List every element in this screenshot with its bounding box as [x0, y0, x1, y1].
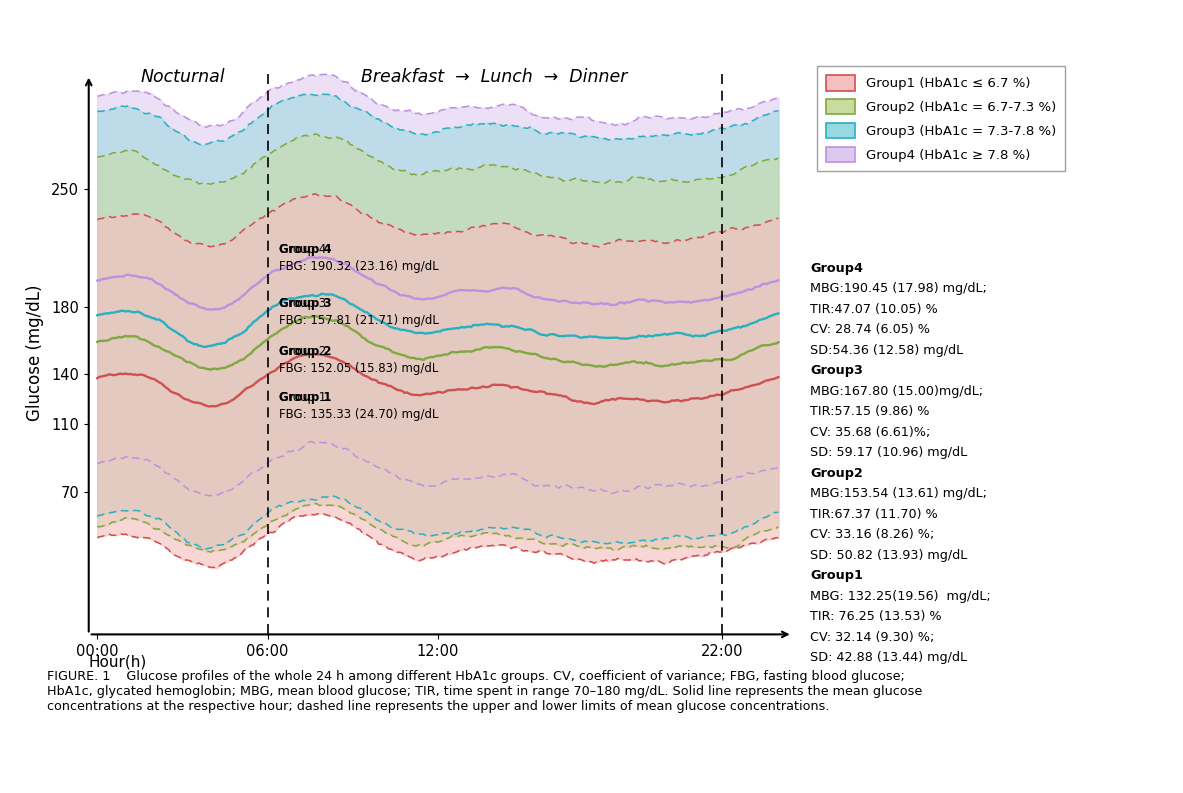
- Text: Group3: Group3: [810, 364, 864, 377]
- Text: Group 3: Group 3: [279, 297, 331, 309]
- Text: CV: 33.16 (8.26) %;: CV: 33.16 (8.26) %;: [810, 528, 935, 541]
- Text: Group4: Group4: [810, 262, 864, 274]
- Text: TIR:67.37 (11.70) %: TIR:67.37 (11.70) %: [810, 508, 938, 521]
- Text: MBG:190.45 (17.98) mg/dL;: MBG:190.45 (17.98) mg/dL;: [810, 282, 988, 295]
- Text: Group2: Group2: [810, 467, 864, 480]
- Text: TIR:47.07 (10.05) %: TIR:47.07 (10.05) %: [810, 303, 938, 316]
- Text: SD: 59.17 (10.96) mg/dL: SD: 59.17 (10.96) mg/dL: [810, 446, 968, 459]
- Text: TIR: 76.25 (13.53) %: TIR: 76.25 (13.53) %: [810, 610, 942, 623]
- Text: Group 2
FBG: 152.05 (15.83) mg/dL: Group 2 FBG: 152.05 (15.83) mg/dL: [279, 345, 438, 375]
- Text: Group 3
FBG: 157.81 (21.71) mg/dL: Group 3 FBG: 157.81 (21.71) mg/dL: [279, 297, 439, 327]
- Text: Hour(h): Hour(h): [89, 654, 147, 669]
- Text: CV: 32.14 (9.30) %;: CV: 32.14 (9.30) %;: [810, 630, 935, 644]
- Text: MBG:167.80 (15.00)mg/dL;: MBG:167.80 (15.00)mg/dL;: [810, 385, 983, 397]
- Text: CV: 35.68 (6.61)%;: CV: 35.68 (6.61)%;: [810, 426, 931, 439]
- Text: SD: 42.88 (13.44) mg/dL: SD: 42.88 (13.44) mg/dL: [810, 651, 968, 665]
- Text: Group 4: Group 4: [279, 243, 331, 256]
- Text: Group 1
FBG: 135.33 (24.70) mg/dL: Group 1 FBG: 135.33 (24.70) mg/dL: [279, 391, 439, 421]
- Text: Breakfast  →  Lunch  →  Dinner: Breakfast → Lunch → Dinner: [362, 68, 628, 86]
- Legend: Group1 (HbA1c ≤ 6.7 %), Group2 (HbA1c = 6.7-7.3 %), Group3 (HbA1c = 7.3-7.8 %), : Group1 (HbA1c ≤ 6.7 %), Group2 (HbA1c = …: [817, 66, 1065, 171]
- Text: Group 1: Group 1: [279, 391, 331, 404]
- Text: MBG: 132.25(19.56)  mg/dL;: MBG: 132.25(19.56) mg/dL;: [810, 590, 991, 603]
- Text: Group1: Group1: [810, 569, 864, 582]
- Text: SD:54.36 (12.58) mg/dL: SD:54.36 (12.58) mg/dL: [810, 343, 963, 357]
- Text: Group 4
FBG: 190.32 (23.16) mg/dL: Group 4 FBG: 190.32 (23.16) mg/dL: [279, 243, 439, 273]
- Y-axis label: Glucose (mg/dL): Glucose (mg/dL): [26, 285, 44, 421]
- Text: CV: 28.74 (6.05) %: CV: 28.74 (6.05) %: [810, 324, 930, 336]
- Text: SD: 50.82 (13.93) mg/dL: SD: 50.82 (13.93) mg/dL: [810, 549, 968, 561]
- Text: FIGURE. 1    Glucose profiles of the whole 24 h among different HbA1c groups. CV: FIGURE. 1 Glucose profiles of the whole …: [47, 670, 923, 713]
- Text: MBG:153.54 (13.61) mg/dL;: MBG:153.54 (13.61) mg/dL;: [810, 487, 988, 500]
- Text: TIR:57.15 (9.86) %: TIR:57.15 (9.86) %: [810, 405, 930, 418]
- Text: Nocturnal: Nocturnal: [140, 68, 225, 86]
- Text: Group 2: Group 2: [279, 345, 331, 358]
